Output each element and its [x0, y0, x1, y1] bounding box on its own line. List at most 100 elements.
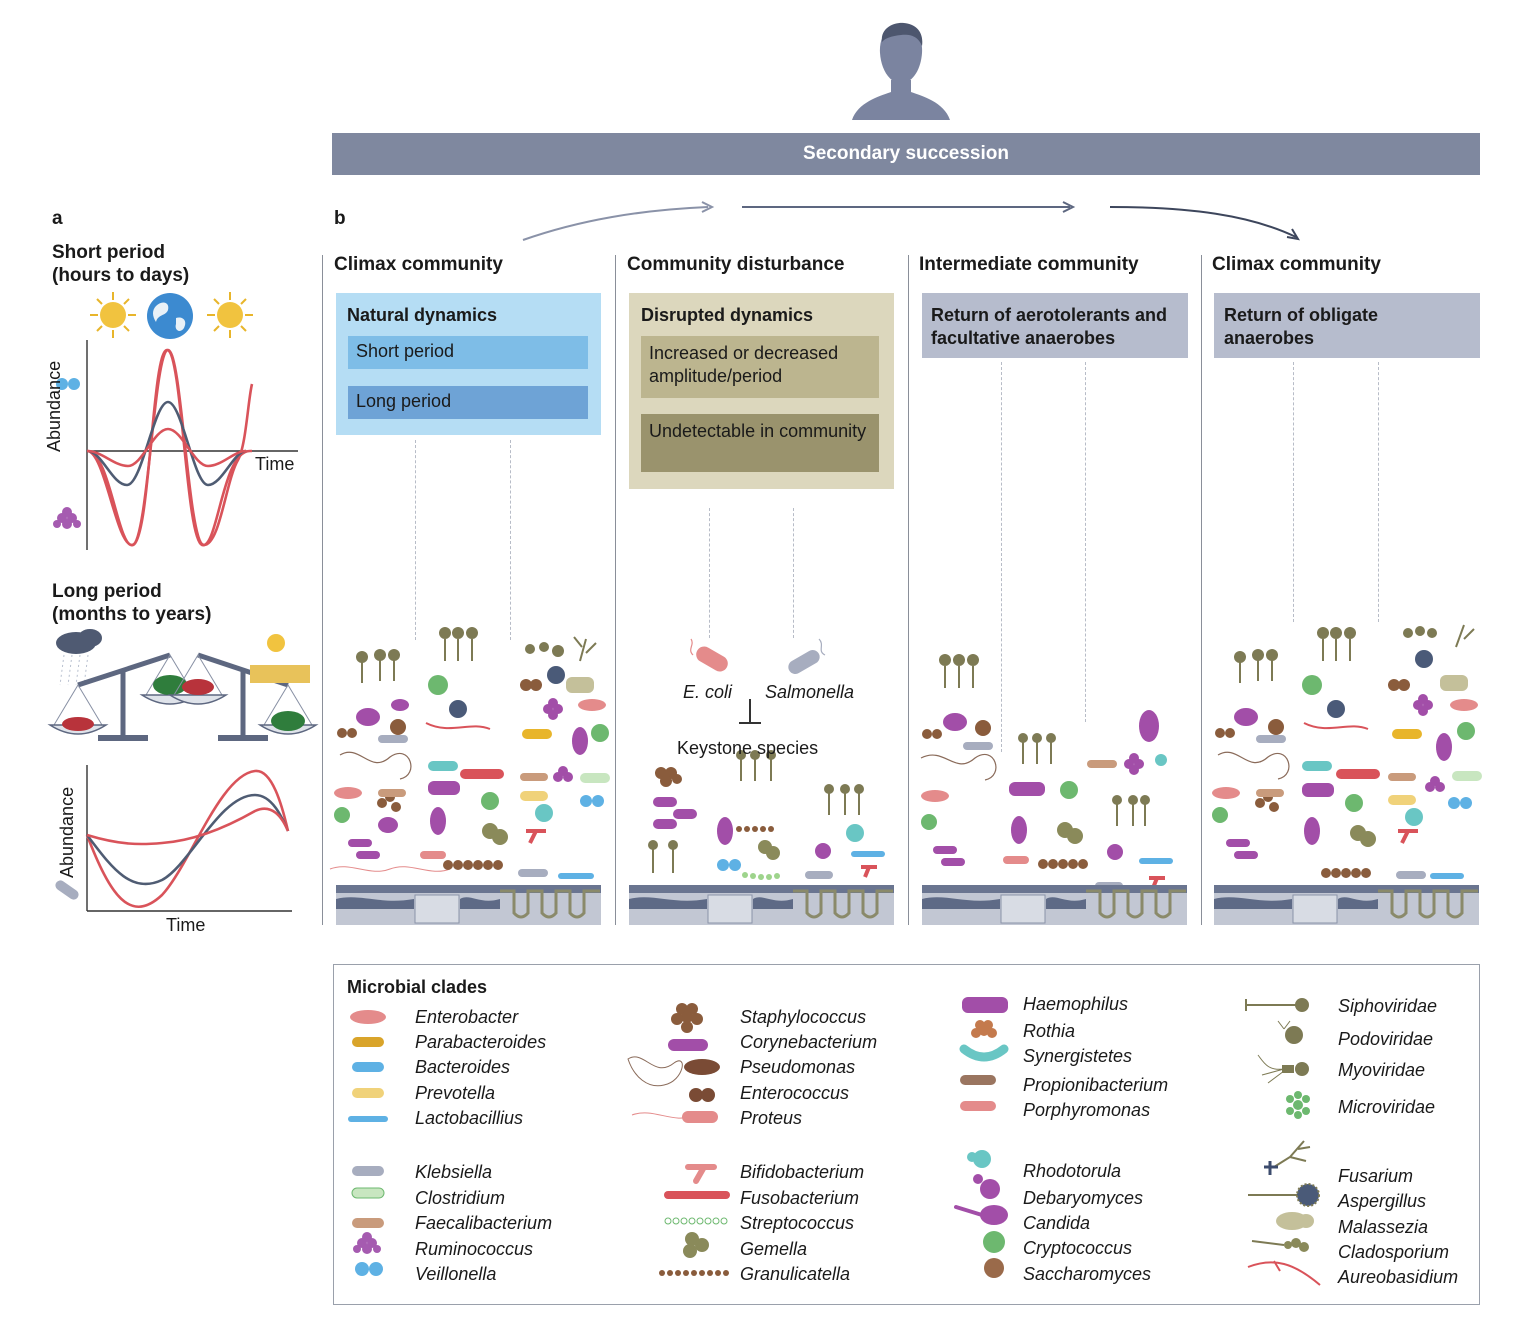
short-period-subtitle: (hours to days) [52, 265, 190, 286]
e-coli-icon [690, 638, 728, 672]
legend-lactobacillius: Lactobacillius [415, 1108, 524, 1128]
legend-haemophilus: Haemophilus [1023, 994, 1129, 1014]
short-period-chart [53, 340, 298, 550]
undetectable-box: Undetectable in community [641, 414, 879, 472]
legend-col4-icons [1245, 998, 1321, 1286]
legend-siphoviridae: Siphoviridae [1338, 996, 1438, 1016]
succession-arrows [522, 201, 1300, 241]
debaryomyces-icon [973, 1174, 1000, 1199]
veillonella-icon [56, 378, 68, 390]
salmonella-icon [788, 638, 826, 674]
long-period-title: Long period [52, 581, 162, 602]
prevotella-icon [352, 1088, 384, 1098]
human-silhouette-icon [852, 22, 950, 120]
ruminococcus-icon [53, 507, 81, 529]
legend-corynebacterium: Corynebacterium [740, 1032, 878, 1052]
enterobacter-icon [350, 1010, 386, 1024]
short-chart-xlabel: Time [255, 454, 295, 474]
legend-veillonella: Veillonella [415, 1264, 497, 1284]
long-period-box: Long period [348, 386, 588, 419]
bifidobacterium-icon [685, 1164, 717, 1184]
legend-malassezia: Malassezia [1338, 1217, 1429, 1237]
klebsiella-icon [55, 880, 79, 900]
malassezia-icon [1276, 1212, 1314, 1230]
podoviridae-icon [1277, 1020, 1303, 1044]
dash-4 [793, 508, 794, 638]
staphylococcus-icon [671, 1003, 703, 1033]
legend-title: Microbial clades [347, 977, 488, 997]
synergistetes-icon [959, 1044, 1009, 1062]
legend-prevotella: Prevotella [415, 1083, 496, 1103]
long-chart-ylabel: Abundance [57, 786, 77, 878]
saccharomyces-icon [984, 1258, 1004, 1278]
secondary-succession-banner: Secondary succession [332, 133, 1480, 175]
short-period-box: Short period [348, 336, 588, 369]
panel-a-label: a [52, 208, 63, 229]
gemella-icon [683, 1232, 709, 1258]
legend-enterobacter: Enterobacter [415, 1007, 519, 1027]
proteus-icon [631, 1111, 718, 1123]
faecalibacterium-icon [352, 1218, 384, 1228]
col-separator-1 [322, 255, 323, 925]
legend-col2-icons [627, 1003, 730, 1276]
long-period-subtitle: (months to years) [52, 604, 212, 625]
fusarium-icon [1264, 1140, 1311, 1175]
dash-2 [510, 440, 511, 640]
salmonella-label: Salmonella [765, 682, 855, 702]
long-red-large [85, 769, 290, 908]
haemophilus-icon [962, 997, 1008, 1013]
klebsiella-legend-icon [352, 1166, 384, 1176]
climax-community-microbes-2 [1212, 624, 1482, 879]
column-title-climax-2: Climax community [1212, 254, 1381, 275]
earth-icon [147, 293, 193, 339]
column-title-disturbance: Community disturbance [627, 254, 845, 275]
intermediate-community-microbes [920, 654, 1173, 890]
cryptococcus-icon [983, 1231, 1005, 1253]
legend-podoviridae: Podoviridae [1338, 1029, 1434, 1049]
legend-gemella: Gemella [740, 1239, 808, 1259]
disrupted-dynamics-title: Disrupted dynamics [641, 305, 814, 325]
legend-streptococcus: Streptococcus [740, 1213, 855, 1233]
legend-propionibacterium: Propionibacterium [1023, 1075, 1169, 1095]
aerotolerants-box: Return of aerotolerants and facultative … [922, 293, 1188, 358]
short-chart-ylabel: Abundance [44, 360, 64, 452]
legend-candida: Candida [1023, 1213, 1091, 1233]
ecoli-label: E. coli [683, 682, 733, 702]
legend-ruminococcus: Ruminococcus [415, 1239, 534, 1259]
red-small-curve [86, 427, 247, 468]
legend-cryptococcus: Cryptococcus [1023, 1238, 1133, 1258]
microbial-clades-legend: Microbial clades Enterobacter Parabacter… [333, 964, 1480, 1305]
aureobasidium-icon [1247, 1260, 1321, 1286]
small-sun-icon [267, 634, 285, 652]
rhodotorula-icon [967, 1150, 991, 1168]
long-red-small [86, 807, 290, 846]
legend-rhodotorula: Rhodotorula [1023, 1161, 1122, 1181]
column-title-intermediate: Intermediate community [919, 254, 1139, 275]
mucosa-strips [336, 885, 1479, 925]
legend-fusarium: Fusarium [1338, 1166, 1414, 1186]
legend-myoviridae: Myoviridae [1338, 1060, 1426, 1080]
legend-microviridae: Microviridae [1338, 1097, 1436, 1117]
col-separator-3 [908, 255, 909, 925]
clostridium-icon [351, 1187, 385, 1199]
dash-7 [1293, 362, 1294, 622]
granulicatella-icon [659, 1270, 729, 1276]
bacteroides-icon [352, 1062, 384, 1072]
amplitude-period-box: Increased or decreased amplitude/period [641, 336, 879, 398]
legend-cladosporium: Cladosporium [1338, 1242, 1450, 1262]
streptococcus-icon [664, 1217, 728, 1225]
legend-col1-icons [348, 1010, 388, 1276]
cladosporium-icon [1251, 1238, 1309, 1252]
legend-pseudomonas: Pseudomonas [740, 1057, 856, 1077]
col-separator-2 [615, 255, 616, 925]
dash-8 [1378, 362, 1379, 622]
pseudomonas-icon [627, 1056, 720, 1087]
panel-b-label: b [334, 208, 346, 229]
legend-saccharomyces: Saccharomyces [1023, 1264, 1152, 1284]
rain-cloud-icon [56, 629, 102, 686]
column-title-climax-1: Climax community [334, 254, 503, 275]
obligate-anaerobes-box: Return of obligate anaerobes [1214, 293, 1480, 358]
long-blue [85, 793, 290, 886]
dash-5 [1001, 362, 1002, 752]
dash-1 [415, 440, 416, 640]
